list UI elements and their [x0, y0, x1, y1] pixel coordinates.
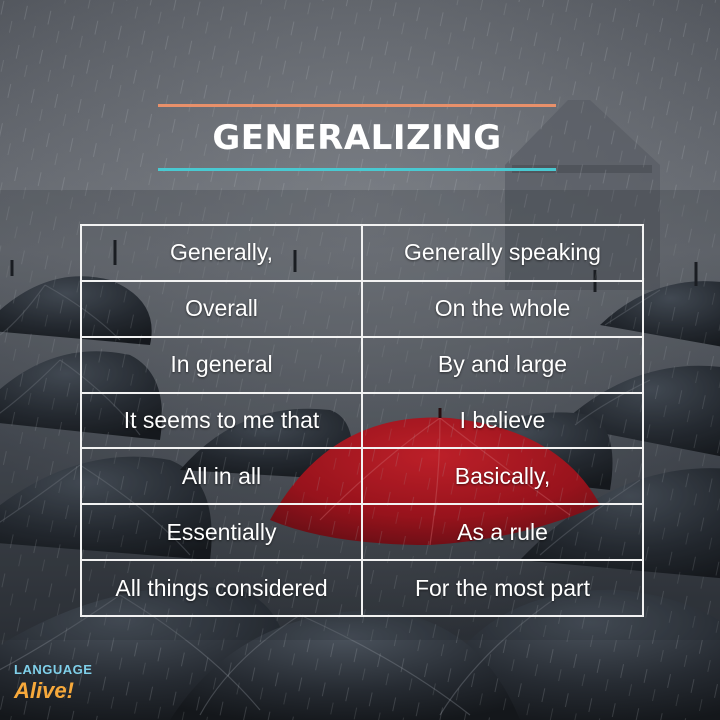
phrase-cell: All things considered [80, 559, 363, 617]
phrase-cell: All in all [80, 447, 363, 506]
phrase-cell: I believe [361, 391, 644, 450]
language-alive-logo: LANGUAGE Alive! [14, 662, 124, 708]
phrase-cell: It seems to me that [80, 391, 363, 450]
phrase-cell: For the most part [361, 559, 644, 617]
logo-language-text: LANGUAGE [14, 662, 93, 677]
title-block: GENERALIZING [158, 104, 556, 174]
phrase-cell: As a rule [361, 503, 644, 562]
phrase-table: Generally, Generally speaking Overall On… [80, 224, 644, 617]
phrase-cell: Generally speaking [361, 224, 644, 282]
title-bottom-rule [158, 168, 556, 171]
phrase-cell: By and large [361, 335, 644, 394]
phrase-cell: Essentially [80, 503, 363, 562]
page-title: GENERALIZING [212, 118, 502, 158]
phrase-cell: Basically, [361, 447, 644, 506]
phrase-cell: Generally, [80, 224, 363, 282]
table-row: Essentially As a rule [80, 503, 644, 562]
table-row: Overall On the whole [80, 279, 644, 338]
table-row: All in all Basically, [80, 447, 644, 506]
phrase-cell: Overall [80, 279, 363, 338]
table-row: All things considered For the most part [80, 559, 644, 617]
title-top-rule [158, 104, 556, 107]
table-row: Generally, Generally speaking [80, 224, 644, 282]
phrase-cell: On the whole [361, 279, 644, 338]
logo-alive-text: Alive! [14, 678, 74, 703]
table-row: It seems to me that I believe [80, 391, 644, 450]
table-row: In general By and large [80, 335, 644, 394]
phrase-cell: In general [80, 335, 363, 394]
